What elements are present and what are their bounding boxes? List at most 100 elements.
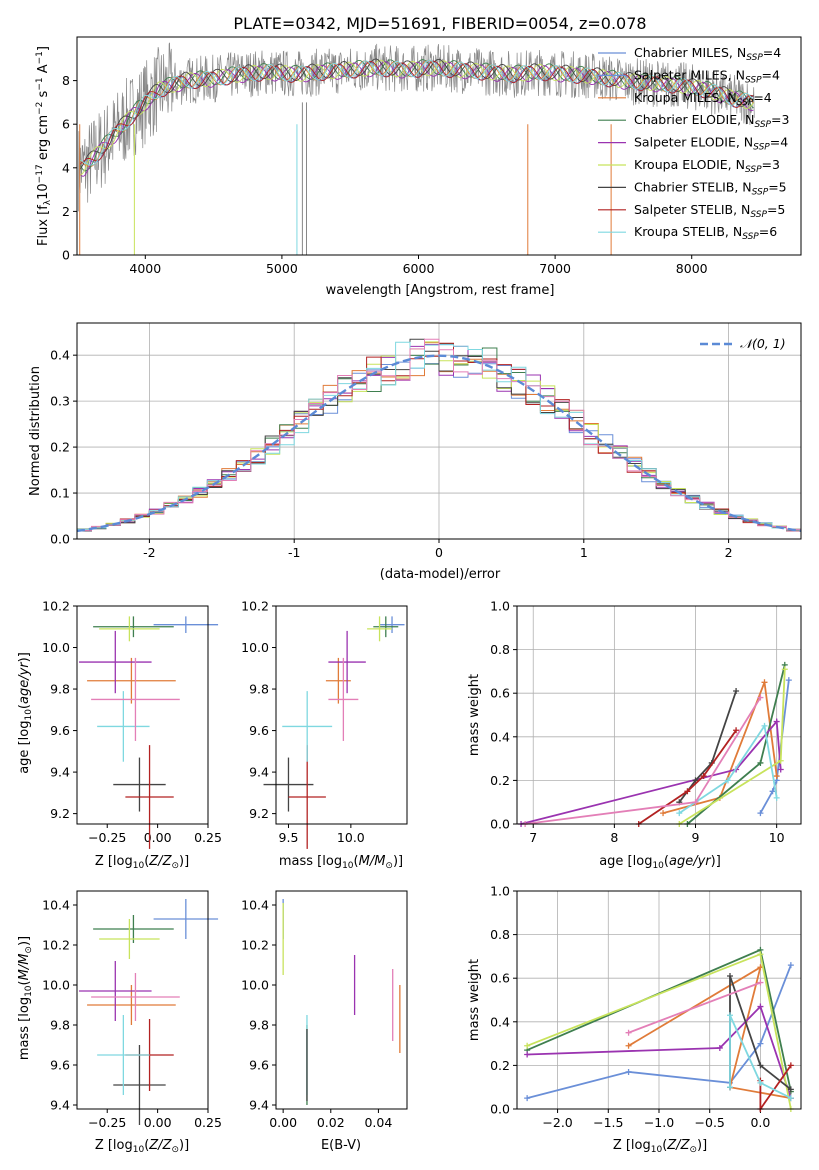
x-tick-label: −2.0 bbox=[542, 1115, 572, 1130]
x-tick-label: 9.5 bbox=[279, 830, 299, 845]
spectrum-frame bbox=[76, 36, 802, 256]
legend-label: Kroupa STELIB, NSSP=6 bbox=[634, 224, 777, 242]
residual-ylabel: Normed distribution bbox=[28, 366, 43, 496]
y-tick-label: 10.2 bbox=[241, 938, 269, 953]
legend-label: Chabrier ELODIE, NSSP=3 bbox=[634, 112, 789, 130]
x-tick-label: -2 bbox=[143, 545, 155, 560]
spectrum-lines bbox=[78, 42, 755, 255]
weight-marker-kroupa_stelib bbox=[727, 1084, 733, 1091]
y-tick-label: 0.0 bbox=[490, 1102, 510, 1117]
weight-marker-chabrier_stelib bbox=[733, 688, 740, 695]
x-tick-label: 1 bbox=[580, 545, 588, 560]
y-tick-label: 1.0 bbox=[490, 884, 510, 899]
weight-marker-kroupa_stelib bbox=[787, 1095, 794, 1102]
mass-vs-EBV-panel: 0.00 0.02 0.04 9.4 9.6 9.8 10.0 10.2 10.4 bbox=[241, 890, 408, 1130]
weight-vs-age-ylabel: mass weight bbox=[467, 674, 482, 756]
x-tick-label: −1.5 bbox=[593, 1115, 623, 1130]
y-tick-label: 9.8 bbox=[249, 682, 269, 697]
mass-vs-Z-xlabel: Z [log10(Z/Z⊙)] bbox=[95, 1138, 189, 1155]
weight-marker-kroupa_miles bbox=[660, 810, 667, 817]
y-tick-label: 10.0 bbox=[241, 640, 269, 655]
age-vs-mass-xlabel: mass [log10(M/M⊙)] bbox=[279, 854, 403, 871]
x-tick-label: 0.00 bbox=[144, 1115, 172, 1130]
weight-marker-salpeter_elodie bbox=[773, 718, 780, 725]
x-tick-label: −0.5 bbox=[695, 1115, 725, 1130]
model-spectrum-chabrier_elodie bbox=[79, 59, 754, 172]
panel-frame bbox=[76, 605, 209, 825]
x-tick-label: 0.25 bbox=[194, 830, 222, 845]
weight-marker-chabrier_miles bbox=[785, 677, 792, 684]
y-tick-label: 10.0 bbox=[42, 978, 70, 993]
y-tick-label: 0.8 bbox=[490, 927, 510, 942]
mass-vs-Z-ylabel: mass [log10(M/M⊙)] bbox=[17, 936, 34, 1060]
weight-marker-chabrier_stelib bbox=[787, 1086, 794, 1093]
weight-marker-chabrier_miles bbox=[524, 1095, 531, 1102]
histogram-pink bbox=[77, 338, 801, 531]
weight-marker-pink bbox=[757, 694, 764, 701]
model-spectrum-chabrier_stelib bbox=[79, 58, 754, 170]
weight-line-kroupa_stelib bbox=[678, 723, 778, 814]
model-spectrum-kroupa_elodie bbox=[79, 59, 754, 176]
y-tick-label: 10.2 bbox=[241, 599, 269, 614]
weight-line-salpeter_stelib bbox=[638, 729, 737, 825]
weight-line-pink bbox=[628, 981, 761, 1034]
x-tick-label: 0.25 bbox=[194, 1115, 222, 1130]
y-tick-label: 0.2 bbox=[490, 1058, 510, 1073]
weight-marker-salpeter_stelib bbox=[733, 727, 740, 734]
spectrum-panel: Chabrier MILES, NSSP=4 Salpeter MILES, NS… bbox=[35, 36, 802, 298]
weight-marker-salpeter_elodie bbox=[757, 1003, 764, 1010]
weight-marker-kroupa_elodie bbox=[524, 1042, 531, 1049]
weight-marker-kroupa_stelib bbox=[676, 810, 683, 817]
x-tick-label: 0.0 bbox=[750, 1115, 770, 1130]
weight-marker-kroupa_stelib bbox=[727, 1012, 733, 1019]
mass-vs-EBV-xlabel: E(B-V) bbox=[321, 1138, 361, 1153]
mass-vs-Z-panel: −0.25 0.00 0.25 9.4 9.6 9.8 10.0 10.2 10.4 bbox=[42, 890, 222, 1130]
y-tick-label: 10.4 bbox=[42, 898, 70, 913]
x-tick-label: 5000 bbox=[266, 261, 298, 276]
panel-frame bbox=[76, 890, 209, 1110]
weight-marker-kroupa_stelib bbox=[773, 794, 780, 801]
weight-marker-salpeter_stelib bbox=[787, 1062, 794, 1069]
legend-label: Salpeter MILES, NSSP=4 bbox=[634, 67, 780, 85]
y-tick-label: 8 bbox=[62, 73, 70, 88]
y-tick-label: 0.8 bbox=[490, 642, 510, 657]
weight-vs-Z-ylabel: mass weight bbox=[467, 959, 482, 1041]
x-tick-label: 10.0 bbox=[337, 830, 365, 845]
weight-vs-Z-panel: −2.0 −1.5 −1.0 −0.5 0.0 0.0 0.2 0.4 0.6 0.8 1.0 bbox=[490, 884, 802, 1130]
x-tick-label: −0.25 bbox=[88, 1115, 126, 1130]
x-tick-label: 0 bbox=[435, 545, 443, 560]
y-tick-label: 9.8 bbox=[50, 682, 70, 697]
x-tick-label: 0.02 bbox=[317, 1115, 345, 1130]
y-tick-label: 9.6 bbox=[50, 723, 70, 738]
age-vs-mass-panel: 9.5 10.0 9.2 9.4 9.6 9.8 10.0 10.2 bbox=[241, 599, 408, 849]
y-tick-label: 0.4 bbox=[50, 348, 70, 363]
y-tick-label: 9.6 bbox=[249, 1058, 269, 1073]
weight-marker-chabrier_miles bbox=[769, 788, 776, 795]
weight-marker-kroupa_elodie bbox=[777, 757, 784, 764]
model-spectrum-salpeter_stelib bbox=[79, 60, 754, 165]
x-tick-label: 2 bbox=[725, 545, 733, 560]
weight-marker-chabrier_elodie bbox=[757, 759, 764, 766]
residual-ticks: -2 -1 0 1 2 0.0 0.1 0.2 0.3 0.4 bbox=[50, 348, 732, 560]
y-tick-label: 0.4 bbox=[490, 1014, 510, 1029]
model-spectrum-salpeter_elodie bbox=[79, 61, 754, 177]
y-tick-label: 0.3 bbox=[50, 394, 70, 409]
model-spectrum-kroupa_stelib bbox=[79, 59, 754, 166]
x-tick-label: 10 bbox=[769, 830, 785, 845]
y-tick-label: 9.6 bbox=[249, 723, 269, 738]
weight-marker-kroupa_miles bbox=[761, 679, 768, 686]
weight-marker-pink bbox=[625, 1029, 632, 1036]
weight-marker-pink bbox=[692, 799, 699, 806]
x-tick-label: −1.0 bbox=[644, 1115, 674, 1130]
legend-label: Chabrier MILES, NSSP=4 bbox=[634, 45, 781, 63]
x-tick-label: -1 bbox=[288, 545, 300, 560]
weight-marker-chabrier_stelib bbox=[757, 1062, 764, 1069]
x-tick-label: 0.00 bbox=[144, 830, 172, 845]
histogram-chabrier_stelib bbox=[77, 338, 801, 532]
y-tick-label: 9.2 bbox=[249, 806, 269, 821]
panel-frame bbox=[275, 890, 408, 1110]
weight-marker-chabrier_miles bbox=[787, 962, 794, 969]
y-tick-label: 9.4 bbox=[50, 1098, 70, 1113]
weight-line-kroupa_miles bbox=[662, 681, 778, 814]
